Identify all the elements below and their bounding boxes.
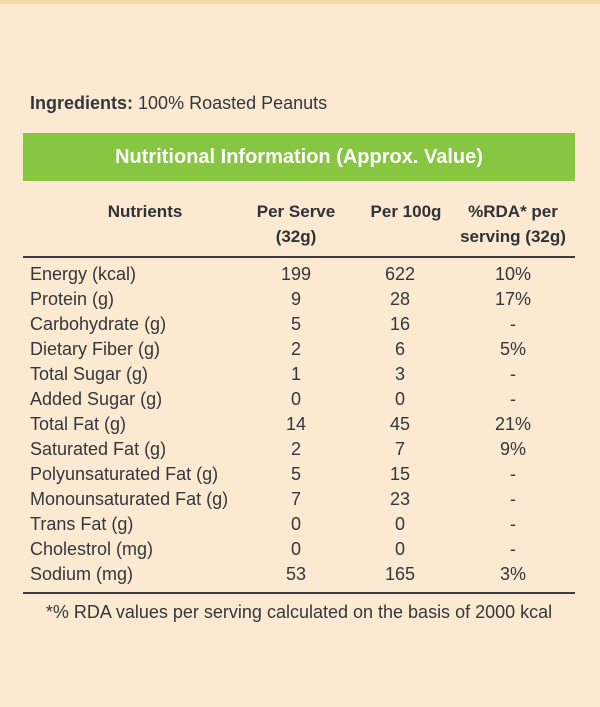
header-per-100g: Per 100g	[356, 199, 456, 224]
rda-value: 3%	[499, 564, 526, 584]
top-border-strip	[0, 0, 600, 4]
table-row: Energy (kcal) 199 622 10%	[23, 262, 575, 287]
table-row: Polyunsaturated Fat (g) 5 15 -	[23, 462, 575, 487]
nutrition-title-bar: Nutritional Information (Approx. Value)	[23, 133, 575, 181]
rda-value: -	[510, 464, 516, 484]
nutrient-name: Total Fat (g)	[30, 414, 127, 434]
header-per-serve-line2: (32g)	[275, 227, 317, 246]
per-100g-value: 28	[389, 289, 411, 309]
per-100g-value: 23	[389, 489, 411, 509]
per-100g-value: 165	[384, 564, 416, 584]
header-nutrients: Nutrients	[90, 199, 200, 224]
nutrition-table-body: Energy (kcal) 199 622 10% Protein (g) 9 28 17% C…	[23, 262, 575, 587]
per-serve-value: 1	[290, 364, 301, 384]
table-bottom-divider	[23, 592, 575, 594]
header-per-serve: Per Serve (32g)	[241, 199, 351, 249]
table-row: Total Sugar (g) 1 3 -	[23, 362, 575, 387]
nutrient-name: Dietary Fiber (g)	[30, 339, 161, 359]
ingredients-label: Ingredients:	[30, 93, 134, 113]
ingredients-value: 100% Roasted Peanuts	[138, 93, 328, 113]
per-serve-value: 53	[285, 564, 307, 584]
table-row: Cholestrol (mg) 0 0 -	[23, 537, 575, 562]
nutrient-name: Energy (kcal)	[30, 264, 137, 284]
rda-value: 21%	[494, 414, 532, 434]
rda-value: 9%	[499, 439, 526, 459]
table-row: Carbohydrate (g) 5 16 -	[23, 312, 575, 337]
rda-footnote: *% RDA values per serving calculated on …	[45, 602, 553, 622]
per-100g-value: 622	[384, 264, 416, 284]
per-serve-value: 14	[285, 414, 307, 434]
per-100g-value: 45	[389, 414, 411, 434]
table-row: Total Fat (g) 14 45 21%	[23, 412, 575, 437]
rda-value: -	[510, 389, 516, 409]
rda-value: -	[510, 364, 516, 384]
per-100g-value: 16	[389, 314, 411, 334]
header-rda: %RDA* per serving (32g)	[451, 199, 575, 249]
table-row: Added Sugar (g) 0 0 -	[23, 387, 575, 412]
nutrient-name: Saturated Fat (g)	[30, 439, 167, 459]
table-row: Protein (g) 9 28 17%	[23, 287, 575, 312]
table-row: Trans Fat (g) 0 0 -	[23, 512, 575, 537]
header-per-serve-line1: Per Serve	[256, 202, 336, 221]
table-row: Monounsaturated Fat (g) 7 23 -	[23, 487, 575, 512]
header-per-100g-label: Per 100g	[370, 202, 442, 221]
per-serve-value: 5	[290, 464, 301, 484]
nutrient-name: Trans Fat (g)	[30, 514, 134, 534]
table-header-divider	[23, 256, 575, 258]
per-serve-value: 2	[290, 439, 301, 459]
per-serve-value: 0	[290, 539, 301, 559]
table-header-row: Nutrients Per Serve (32g) Per 100g %RDA*…	[23, 199, 575, 255]
table-row: Saturated Fat (g) 2 7 9%	[23, 437, 575, 462]
per-100g-value: 0	[394, 389, 405, 409]
table-row: Dietary Fiber (g) 2 6 5%	[23, 337, 575, 362]
nutrient-name: Cholestrol (mg)	[30, 539, 154, 559]
nutrition-title: Nutritional Information (Approx. Value)	[115, 145, 483, 168]
rda-value: -	[510, 539, 516, 559]
header-rda-line2: serving (32g)	[460, 227, 566, 246]
nutrient-name: Polyunsaturated Fat (g)	[30, 464, 219, 484]
ingredients-line: Ingredients: 100% Roasted Peanuts	[30, 92, 327, 114]
table-row: Sodium (mg) 53 165 3%	[23, 562, 575, 587]
per-serve-value: 0	[290, 514, 301, 534]
per-100g-value: 6	[394, 339, 405, 359]
nutrient-name: Total Sugar (g)	[30, 364, 149, 384]
rda-value: 5%	[499, 339, 526, 359]
per-100g-value: 15	[389, 464, 411, 484]
rda-value: 10%	[494, 264, 532, 284]
per-serve-value: 0	[290, 389, 301, 409]
header-rda-line1: %RDA* per	[468, 202, 558, 221]
rda-value: -	[510, 489, 516, 509]
per-serve-value: 9	[290, 289, 301, 309]
per-100g-value: 3	[394, 364, 405, 384]
nutrient-name: Added Sugar (g)	[30, 389, 163, 409]
per-serve-value: 5	[290, 314, 301, 334]
per-serve-value: 2	[290, 339, 301, 359]
per-serve-value: 7	[290, 489, 301, 509]
header-nutrients-label: Nutrients	[107, 202, 183, 221]
nutrient-name: Protein (g)	[30, 289, 115, 309]
rda-value: -	[510, 514, 516, 534]
per-serve-value: 199	[280, 264, 312, 284]
per-100g-value: 0	[394, 539, 405, 559]
nutrient-name: Sodium (mg)	[30, 564, 134, 584]
rda-value: -	[510, 314, 516, 334]
nutrient-name: Monounsaturated Fat (g)	[30, 489, 229, 509]
rda-value: 17%	[494, 289, 532, 309]
per-100g-value: 7	[394, 439, 405, 459]
nutrient-name: Carbohydrate (g)	[30, 314, 167, 334]
per-100g-value: 0	[394, 514, 405, 534]
